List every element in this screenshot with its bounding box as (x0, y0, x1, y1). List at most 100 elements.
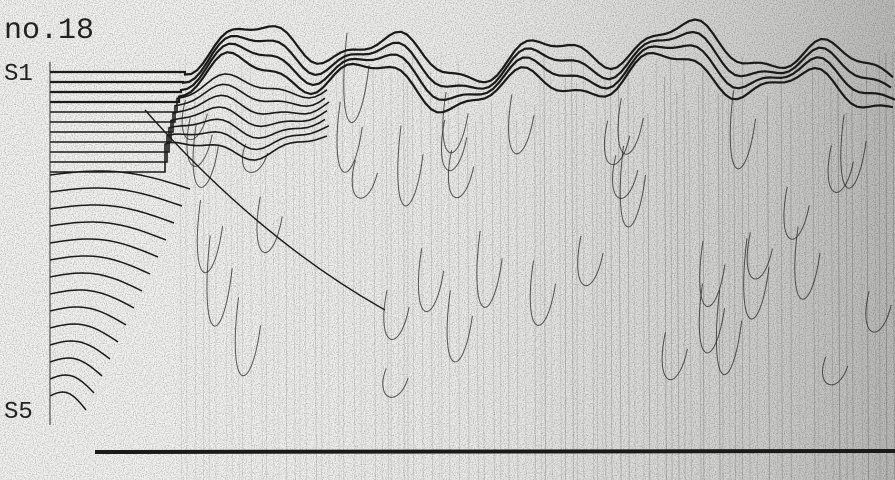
loop (196, 200, 224, 274)
streak (600, 118, 604, 480)
trace (49, 340, 111, 360)
trace (49, 323, 119, 343)
streak (539, 75, 542, 480)
streak (277, 104, 280, 480)
streak (467, 122, 470, 480)
loop (343, 32, 370, 123)
streak (596, 81, 598, 480)
loop (234, 297, 262, 377)
streak (892, 51, 895, 480)
trace (49, 221, 167, 241)
trace (50, 30, 892, 90)
loop (241, 143, 269, 173)
streak (475, 120, 479, 480)
loop (603, 120, 631, 166)
streak (543, 52, 546, 480)
loop (783, 186, 810, 240)
trace (49, 306, 127, 326)
streak (655, 60, 659, 480)
streak (420, 77, 424, 480)
streak (372, 68, 377, 480)
trace (49, 391, 87, 411)
streak (250, 56, 252, 480)
streak (292, 86, 296, 480)
loop (822, 356, 849, 386)
streak (358, 121, 363, 480)
streak (878, 50, 881, 480)
streak (481, 112, 485, 480)
loop (794, 226, 821, 300)
streak (737, 86, 741, 480)
streak (335, 50, 340, 480)
streak (604, 77, 607, 480)
streak (683, 56, 686, 480)
loop (729, 90, 757, 170)
streak (610, 68, 613, 480)
streak (327, 104, 330, 480)
streak (717, 93, 721, 480)
streak (457, 59, 460, 480)
streak (591, 122, 595, 480)
loop (577, 235, 604, 287)
trace (49, 289, 135, 309)
streak (185, 56, 188, 480)
streak (516, 120, 519, 480)
trace (49, 170, 191, 190)
streak (397, 68, 400, 480)
loop (840, 114, 867, 189)
streak (664, 76, 667, 480)
loop (619, 145, 647, 228)
loop (508, 94, 535, 155)
streak (440, 52, 443, 480)
streak (670, 59, 673, 480)
marker-s5: S5 (4, 399, 33, 426)
streak (830, 86, 834, 480)
streak (448, 93, 451, 480)
streak (798, 59, 801, 480)
streak (194, 72, 197, 480)
streak (642, 75, 645, 480)
loop (192, 123, 219, 188)
streak (571, 56, 574, 480)
marker-s1: S1 (4, 61, 33, 88)
streak (627, 56, 630, 480)
loop (336, 101, 363, 173)
streak (747, 126, 751, 480)
loop (746, 232, 773, 280)
loop (529, 260, 557, 326)
streak (235, 85, 240, 480)
streak (702, 69, 705, 480)
streak (265, 110, 268, 480)
loop (698, 283, 726, 354)
streak (259, 87, 264, 480)
loop (827, 145, 854, 193)
loop (206, 235, 233, 327)
loop (715, 290, 743, 376)
streak (837, 78, 841, 480)
loop (382, 368, 409, 398)
trace (50, 73, 328, 113)
trace (50, 42, 895, 102)
streak (436, 56, 440, 480)
loop (612, 155, 639, 199)
streak (851, 86, 854, 480)
trace (50, 83, 326, 123)
streak (811, 57, 816, 480)
streak (860, 83, 863, 480)
loop (256, 196, 283, 253)
loop (441, 119, 468, 171)
record-label: no.18 (4, 14, 94, 48)
streak (576, 82, 578, 480)
loop (383, 289, 410, 340)
streak (285, 85, 288, 480)
trace (49, 374, 95, 394)
trace (50, 135, 328, 173)
loop (397, 125, 424, 207)
streak (303, 118, 307, 480)
streak (507, 110, 510, 480)
loop (181, 99, 208, 141)
streak (780, 73, 783, 480)
streak (676, 92, 680, 480)
